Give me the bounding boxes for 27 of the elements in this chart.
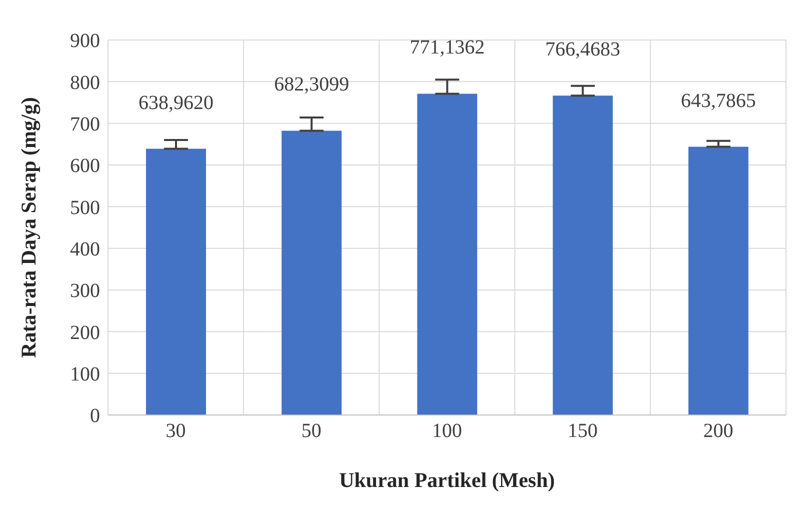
x-tick-label: 100 bbox=[432, 420, 462, 442]
y-tick-label: 0 bbox=[90, 405, 100, 428]
y-tick-label: 800 bbox=[70, 72, 100, 94]
data-label: 682,3099 bbox=[274, 74, 350, 96]
y-tick-label: 400 bbox=[70, 238, 100, 260]
data-label: 766,4683 bbox=[545, 38, 620, 61]
y-tick-label: 300 bbox=[70, 280, 100, 302]
x-tick-label: 150 bbox=[568, 420, 598, 442]
data-label: 771,1362 bbox=[410, 36, 485, 59]
x-tick-label: 200 bbox=[703, 420, 734, 442]
x-axis-title: Ukuran Partikel (Mesh) bbox=[339, 468, 555, 492]
y-tick-label: 200 bbox=[70, 322, 100, 344]
x-tick-label: 50 bbox=[301, 420, 322, 442]
data-label: 643,7865 bbox=[680, 90, 756, 112]
bar bbox=[282, 130, 342, 415]
y-tick-label: 500 bbox=[70, 196, 100, 219]
bar bbox=[417, 94, 478, 415]
bar bbox=[688, 146, 748, 415]
bar bbox=[552, 96, 613, 415]
y-axis-title: Rata-rata Daya Serap (mg/g) bbox=[16, 97, 40, 358]
y-tick-label: 900 bbox=[70, 30, 100, 52]
y-tick-label: 600 bbox=[70, 155, 100, 178]
bar bbox=[146, 148, 206, 415]
x-tick-label: 30 bbox=[166, 420, 186, 442]
y-tick-label: 700 bbox=[70, 113, 100, 136]
data-label: 638,9620 bbox=[138, 92, 214, 114]
y-tick-label: 100 bbox=[70, 363, 100, 386]
